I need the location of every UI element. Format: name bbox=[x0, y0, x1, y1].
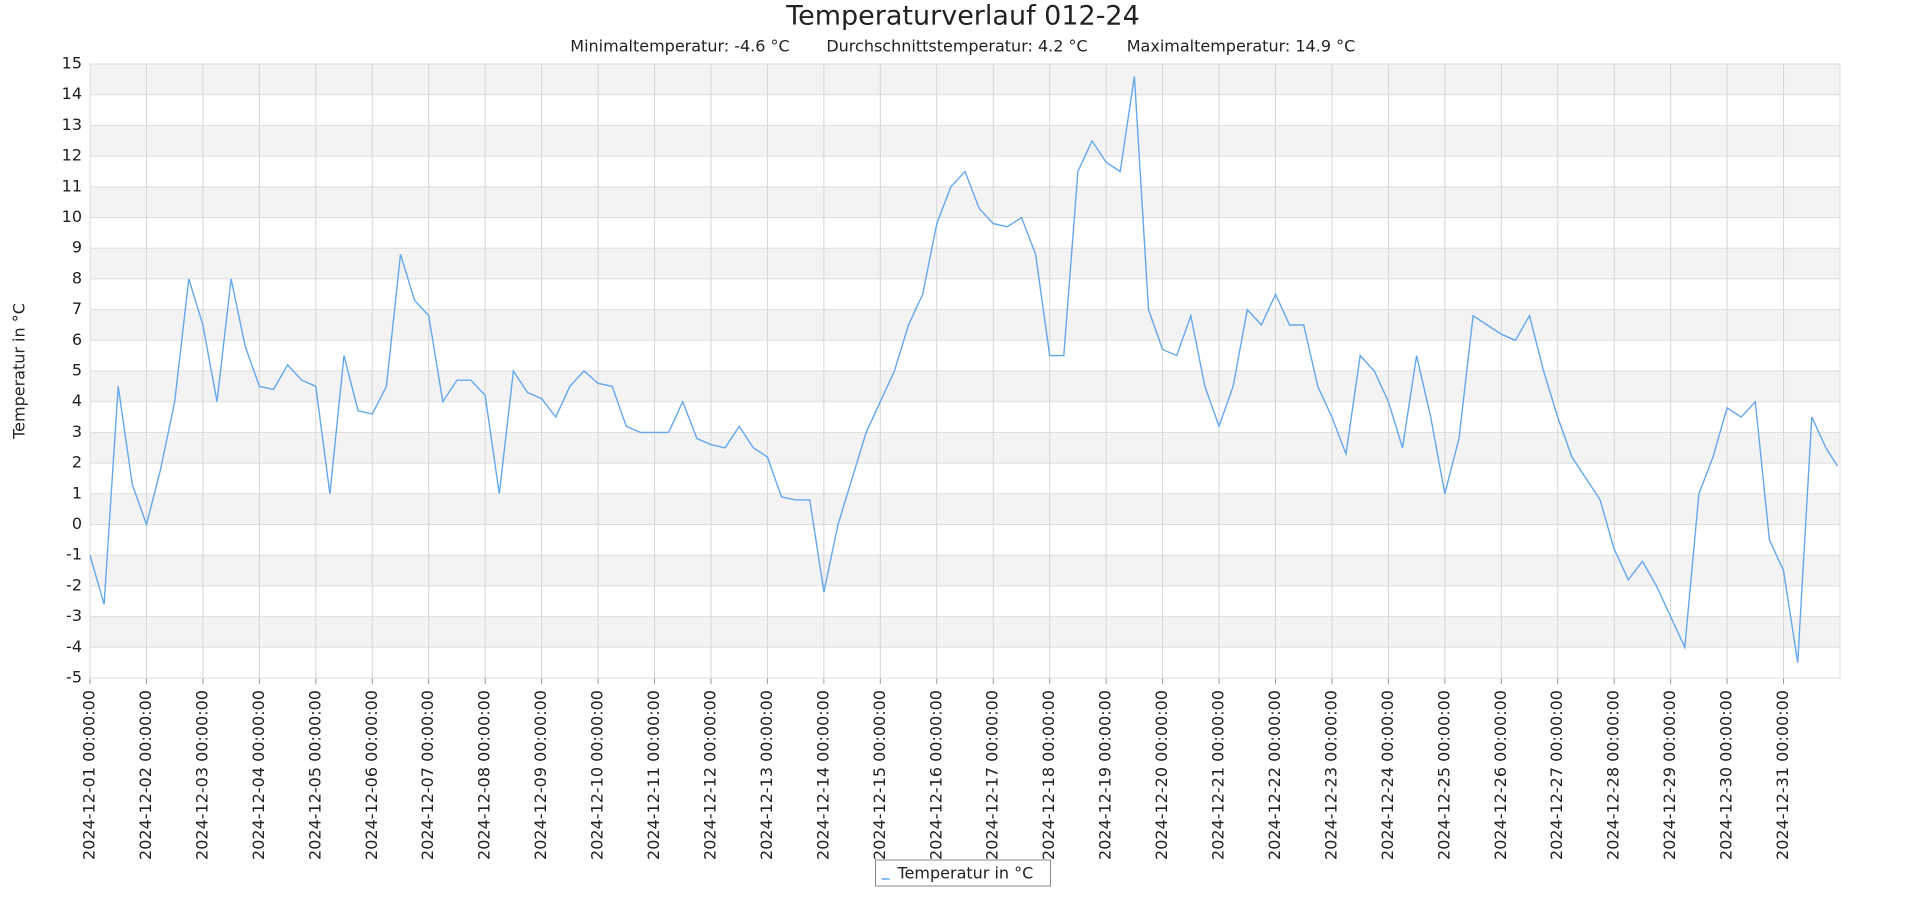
y-tick-label: 12 bbox=[62, 146, 82, 165]
x-tick-label: 2024-12-05 00:00:00 bbox=[305, 690, 324, 860]
x-tick-label: 2024-12-03 00:00:00 bbox=[192, 690, 211, 860]
y-tick-label: 3 bbox=[72, 422, 82, 441]
y-tick-label: -5 bbox=[66, 668, 82, 687]
x-tick-label: 2024-12-02 00:00:00 bbox=[136, 690, 155, 860]
grid-band bbox=[90, 432, 1840, 464]
x-tick-label: 2024-12-14 00:00:00 bbox=[813, 690, 832, 860]
x-tick-label: 2024-12-08 00:00:00 bbox=[475, 690, 494, 860]
x-tick-label: 2024-12-26 00:00:00 bbox=[1491, 690, 1510, 860]
y-tick-label: -1 bbox=[66, 545, 82, 564]
subtitle: Maximaltemperatur: 14.9 °C bbox=[1127, 37, 1356, 56]
x-tick-label: 2024-12-17 00:00:00 bbox=[983, 690, 1002, 860]
y-tick-label: 15 bbox=[62, 54, 82, 73]
y-tick-label: -4 bbox=[66, 637, 82, 656]
grid-band bbox=[90, 248, 1840, 279]
legend-box bbox=[875, 859, 1051, 887]
y-axis-label: Temperatur in °C bbox=[10, 303, 29, 440]
x-tick-label: 2024-12-10 00:00:00 bbox=[588, 690, 607, 860]
x-tick-label: 2024-12-11 00:00:00 bbox=[644, 690, 663, 860]
x-tick-label: 2024-12-09 00:00:00 bbox=[531, 690, 550, 860]
x-tick-label: 2024-12-16 00:00:00 bbox=[926, 690, 945, 860]
y-tick-label: 14 bbox=[62, 84, 82, 103]
x-tick-label: 2024-12-06 00:00:00 bbox=[362, 690, 381, 860]
grid-band bbox=[90, 64, 1840, 95]
y-tick-label: 13 bbox=[62, 115, 82, 134]
grid-band bbox=[90, 125, 1840, 157]
y-tick-label: 8 bbox=[72, 268, 82, 287]
grid-band bbox=[90, 616, 1840, 648]
legend-label: Temperatur in °C bbox=[897, 864, 1034, 883]
x-tick-label: 2024-12-27 00:00:00 bbox=[1547, 690, 1566, 860]
x-tick-label: 2024-12-25 00:00:00 bbox=[1434, 690, 1453, 860]
legend: Temperatur in °C bbox=[875, 859, 1051, 887]
x-tick-label: 2024-12-01 00:00:00 bbox=[80, 690, 99, 860]
y-tick-label: 0 bbox=[72, 514, 82, 533]
temperature-line bbox=[89, 76, 1839, 663]
y-tick-label: 11 bbox=[62, 176, 82, 195]
chart-title: Temperaturverlauf 012-24 bbox=[785, 1, 1140, 32]
y-tick-label: 4 bbox=[72, 391, 82, 410]
x-tick-label: 2024-12-29 00:00:00 bbox=[1660, 690, 1679, 860]
subtitle: Durchschnittstemperatur: 4.2 °C bbox=[826, 37, 1087, 56]
x-tick-label: 2024-12-04 00:00:00 bbox=[249, 690, 268, 860]
y-tick-label: 9 bbox=[72, 238, 82, 257]
y-tick-label: 7 bbox=[72, 299, 82, 318]
x-tick-label: 2024-12-07 00:00:00 bbox=[418, 690, 437, 860]
x-tick-label: 2024-12-20 00:00:00 bbox=[1152, 690, 1171, 860]
grid-band bbox=[90, 555, 1840, 586]
x-tick-label: 2024-12-13 00:00:00 bbox=[757, 690, 776, 860]
y-tick-label: 6 bbox=[72, 330, 82, 349]
y-tick-label: 10 bbox=[62, 207, 82, 226]
subtitle: Minimaltemperatur: -4.6 °C bbox=[570, 37, 789, 56]
x-tick-label: 2024-12-15 00:00:00 bbox=[870, 690, 889, 860]
x-tick-label: 2024-12-31 00:00:00 bbox=[1773, 690, 1792, 860]
y-tick-label: 2 bbox=[72, 453, 82, 472]
x-tick-label: 2024-12-21 00:00:00 bbox=[1209, 690, 1228, 860]
x-tick-label: 2024-12-19 00:00:00 bbox=[1096, 690, 1115, 860]
plot-border bbox=[89, 63, 1841, 679]
x-tick-label: 2024-12-28 00:00:00 bbox=[1604, 690, 1623, 860]
x-tick-label: 2024-12-22 00:00:00 bbox=[1265, 690, 1284, 860]
x-tick-label: 2024-12-12 00:00:00 bbox=[700, 690, 719, 860]
x-tick-label: 2024-12-23 00:00:00 bbox=[1321, 690, 1340, 860]
y-tick-label: 1 bbox=[72, 483, 82, 502]
grid-band bbox=[90, 186, 1840, 218]
y-tick-label: 5 bbox=[72, 361, 82, 380]
x-tick-label: 2024-12-24 00:00:00 bbox=[1378, 690, 1397, 860]
y-tick-label: -3 bbox=[66, 606, 82, 625]
y-tick-label: -2 bbox=[66, 575, 82, 594]
x-tick-label: 2024-12-18 00:00:00 bbox=[1039, 690, 1058, 860]
x-tick-label: 2024-12-30 00:00:00 bbox=[1717, 690, 1736, 860]
grid-band bbox=[90, 493, 1840, 525]
grid-band bbox=[90, 309, 1840, 341]
